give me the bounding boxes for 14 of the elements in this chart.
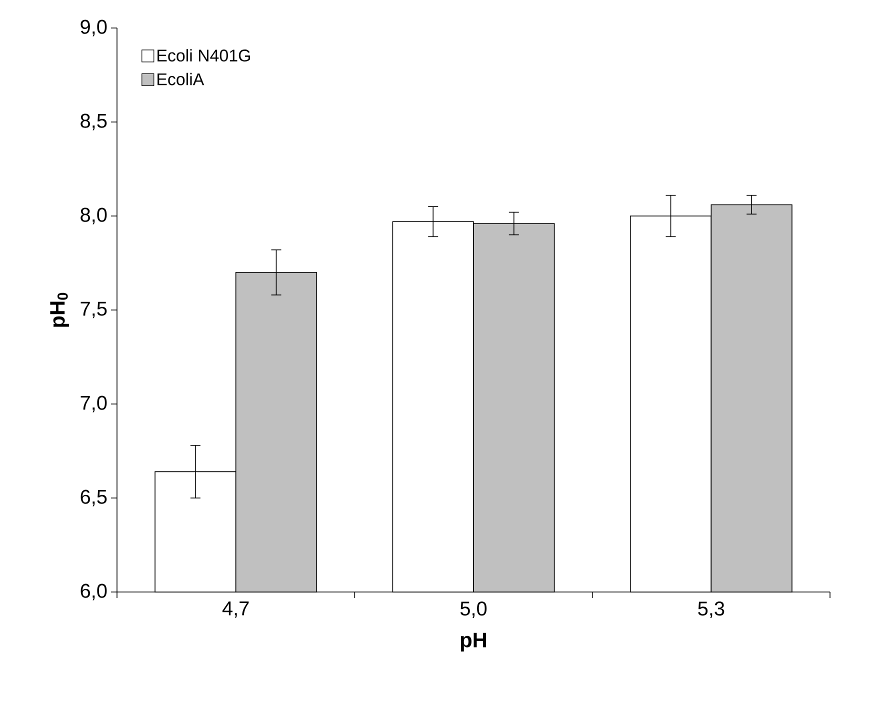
x-tick-label: 5,3	[698, 602, 724, 618]
y-tick-label: 7,0	[80, 396, 107, 412]
y-tick-label: 8,0	[80, 208, 107, 224]
legend-label: EcoliA	[158, 72, 204, 86]
y-tick-label: 7,5	[80, 302, 107, 318]
x-tick-label: 4,7	[222, 602, 249, 618]
y-tick-label: 6,5	[80, 490, 107, 506]
y-tick-label: 8,5	[80, 114, 107, 130]
x-axis-title: pH	[460, 632, 486, 652]
y-axis-title: pH$_{0}$	[50, 292, 69, 327]
x-tick-label: 5,0	[460, 602, 487, 618]
y-tick-label: 9,0	[80, 20, 107, 36]
legend-label: Ecoli N401G	[158, 49, 250, 62]
y-tick-label: 6,0	[80, 584, 107, 600]
